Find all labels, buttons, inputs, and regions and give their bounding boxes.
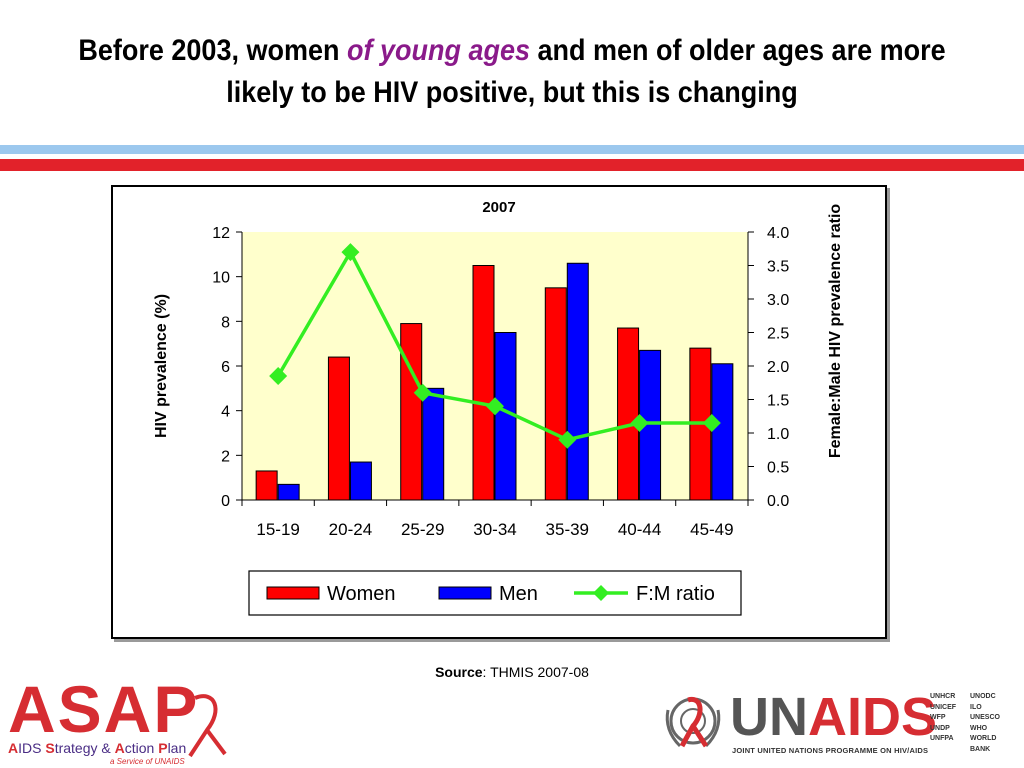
marker-ratio-45-49 bbox=[702, 413, 721, 432]
legend-label: F:M ratio bbox=[636, 583, 715, 605]
cosponsor-name: WHO bbox=[970, 724, 988, 732]
marker-ratio-20-24 bbox=[341, 243, 360, 262]
legend-marker-ratio bbox=[593, 585, 609, 601]
bar-men-25-29 bbox=[422, 387, 445, 501]
cosponsor-name: UNODC bbox=[970, 693, 996, 700]
un-emblem-icon bbox=[665, 696, 721, 748]
unaids-tagline: JOINT UNITED NATIONS PROGRAMME ON HIV/AI… bbox=[732, 746, 929, 755]
cosponsors-list: UNHCR UNICEF WFP UNDP UNFPA UNODC ILO UNESCO WHO… bbox=[930, 692, 1010, 755]
cosponsor-name: UNFPA bbox=[930, 735, 954, 742]
y-tick-label-right: 1.5 bbox=[767, 393, 789, 410]
divider-red bbox=[0, 159, 1024, 171]
cosponsors-col-2: UNODC ILO UNESCO WHO WORLD BANK bbox=[970, 692, 1010, 755]
y-tick-label-right: 0.5 bbox=[767, 460, 789, 477]
bar-women-40-44 bbox=[617, 327, 640, 501]
cosponsors-col-1: UNHCR UNICEF WFP UNDP UNFPA bbox=[930, 692, 970, 745]
slide-title: Before 2003, women of young ages and men… bbox=[51, 30, 973, 114]
y-axis-title-right: Female:Male HIV prevalence ratio bbox=[827, 204, 844, 459]
marker-ratio-35-39 bbox=[558, 430, 577, 449]
x-tick-label: 45-49 bbox=[690, 520, 733, 539]
unaids-wordmark: UNAIDS bbox=[730, 687, 938, 747]
y-tick-label-right: 3.5 bbox=[767, 259, 789, 276]
bar-women-20-24 bbox=[327, 356, 350, 501]
y-tick-label-left: 8 bbox=[221, 314, 230, 331]
unaids-logo: UNAIDS JOINT UNITED NATIONS PROGRAMME ON… bbox=[662, 690, 1022, 760]
legend-label: Women bbox=[327, 583, 396, 605]
bar-men-20-24 bbox=[349, 461, 372, 501]
source-label: Source bbox=[435, 664, 483, 680]
cosponsor-name: ILO bbox=[970, 703, 982, 711]
x-tick-label: 20-24 bbox=[329, 520, 372, 539]
ribbon-icon bbox=[188, 694, 227, 758]
y-tick-label-right: 0.0 bbox=[767, 493, 789, 510]
y-tick-label-left: 12 bbox=[212, 225, 230, 242]
bar-men-45-49 bbox=[711, 363, 734, 501]
y-tick-label-right: 2.5 bbox=[767, 326, 789, 343]
x-tick-label: 35-39 bbox=[546, 520, 589, 539]
cosponsor-name: WFP bbox=[930, 714, 946, 721]
cosponsor-name: UNESCO bbox=[970, 714, 1000, 721]
y-tick-label-right: 3.0 bbox=[767, 292, 789, 309]
y-tick-label-left: 0 bbox=[221, 493, 230, 510]
bar-women-25-29 bbox=[400, 323, 423, 501]
divider-blue bbox=[0, 145, 1024, 154]
x-tick-label: 25-29 bbox=[401, 520, 444, 539]
bar-women-15-19 bbox=[255, 470, 278, 501]
asap-logo-text: ASAP bbox=[8, 672, 200, 746]
cosponsor-name: UNHCR bbox=[930, 693, 956, 700]
legend-swatch-men bbox=[438, 586, 492, 600]
y-tick-label-right: 1.0 bbox=[767, 426, 789, 443]
x-tick-label: 40-44 bbox=[618, 520, 661, 539]
asap-service: a Service of UNAIDS bbox=[110, 757, 185, 766]
legend-box bbox=[248, 570, 742, 616]
chart-title: 2007 bbox=[482, 199, 515, 216]
bar-women-30-34 bbox=[472, 265, 495, 501]
bar-women-35-39 bbox=[544, 287, 567, 501]
x-tick-label: 30-34 bbox=[473, 520, 516, 539]
title-highlight: of young ages bbox=[346, 34, 530, 67]
legend-swatch-women bbox=[266, 586, 320, 600]
chart-frame: 2007 0 2 4 6 8 10 12 0.0 0.5 1.0 1.5 2.0 2.5 3.0 3.5 4.0… bbox=[111, 185, 887, 639]
y-tick-label-left: 6 bbox=[221, 359, 230, 376]
legend-label: Men bbox=[499, 583, 538, 605]
y-tick-label-right: 4.0 bbox=[767, 225, 789, 242]
bar-men-35-39 bbox=[566, 262, 589, 501]
source-text: : THMIS 2007-08 bbox=[482, 664, 589, 680]
y-tick-label-left: 4 bbox=[221, 404, 230, 421]
title-text-2: and men of older ages are more likely to… bbox=[226, 34, 946, 109]
asap-tagline: AIDS Strategy & Action Plan bbox=[8, 740, 187, 756]
source-note: Source: THMIS 2007-08 bbox=[0, 664, 1024, 680]
marker-ratio-15-19 bbox=[269, 367, 288, 386]
marker-ratio-40-44 bbox=[630, 413, 649, 432]
y-tick-label-right: 2.0 bbox=[767, 359, 789, 376]
y-axis-title-left: HIV prevalence (%) bbox=[153, 294, 170, 438]
marker-ratio-25-29 bbox=[413, 383, 432, 402]
cosponsor-name: UNDP bbox=[930, 724, 950, 732]
y-tick-label-left: 10 bbox=[212, 270, 230, 287]
marker-ratio-30-34 bbox=[486, 397, 504, 416]
title-text-1: Before 2003, women bbox=[78, 34, 347, 67]
bar-men-15-19 bbox=[277, 483, 300, 501]
x-tick-label: 15-19 bbox=[256, 520, 299, 539]
cosponsor-name: UNICEF bbox=[930, 703, 957, 711]
cosponsor-name: WORLD BANK bbox=[970, 735, 997, 753]
chart-svg: 2007 0 2 4 6 8 10 12 0.0 0.5 1.0 1.5 2.0 2.5 3.0 3.5 4.0… bbox=[153, 199, 844, 616]
y-tick-label-left: 2 bbox=[221, 448, 230, 465]
